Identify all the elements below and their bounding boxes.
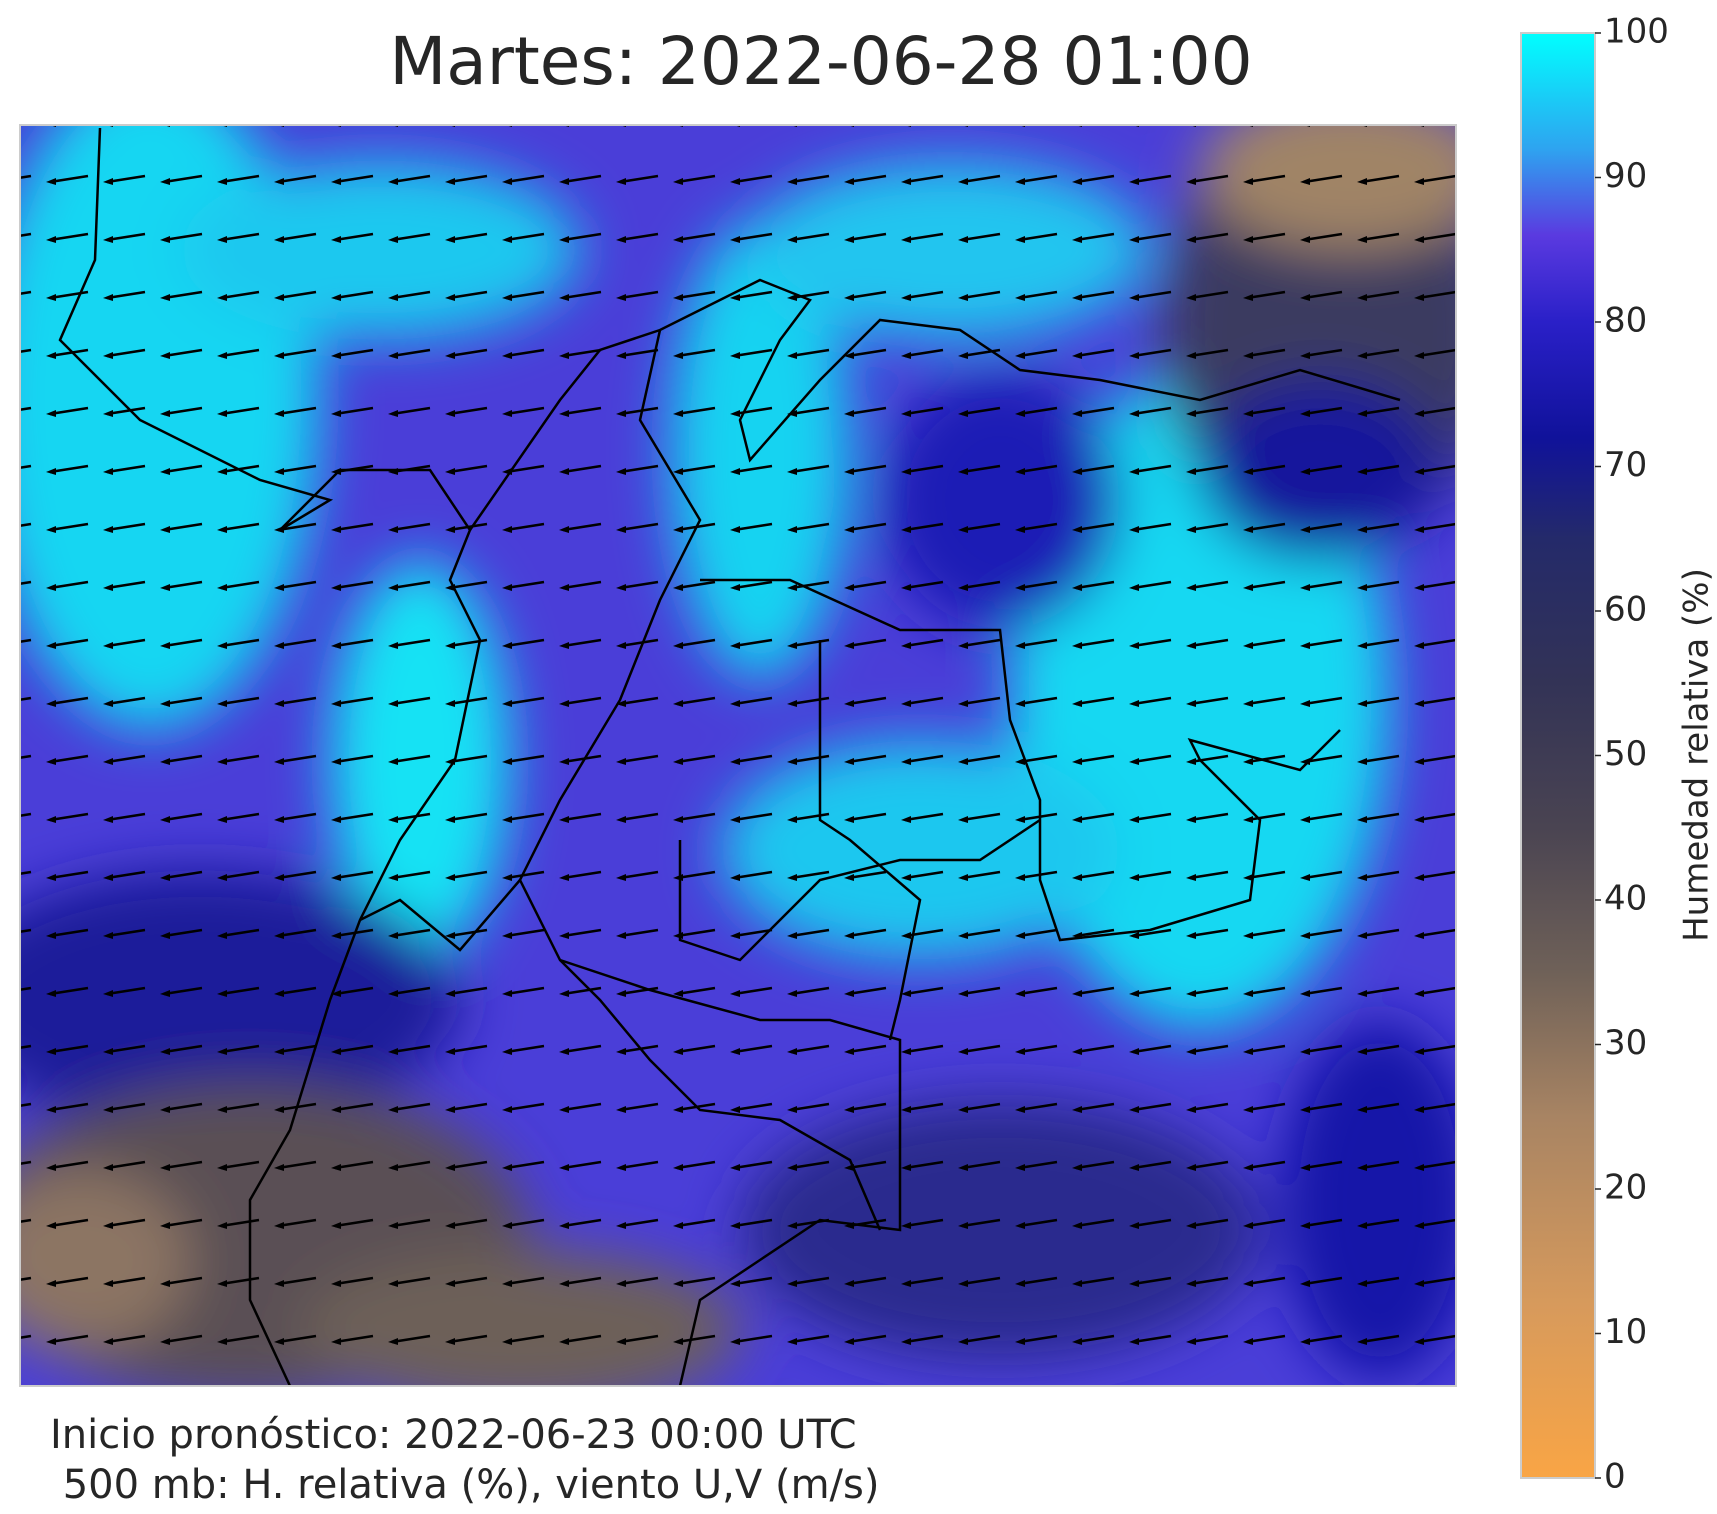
colorbar — [1520, 32, 1596, 1479]
colorbar-label: Humedad relativa (%) — [1677, 568, 1717, 942]
colorbar-tick-label: 70 — [1604, 445, 1647, 485]
colorbar-tick-label: 30 — [1604, 1023, 1647, 1063]
colorbar-tick-label: 100 — [1604, 12, 1669, 52]
map — [20, 125, 1456, 1386]
colorbar-tick-label: 20 — [1604, 1168, 1647, 1208]
title: Martes: 2022-06-28 01:00 — [389, 23, 1252, 100]
footer-line: Inicio pronóstico: 2022-06-23 00:00 UTC — [50, 1412, 857, 1458]
colorbar-tick-label: 50 — [1604, 734, 1647, 774]
colorbar-tick-label: 90 — [1604, 156, 1647, 196]
colorbar-tick-label: 80 — [1604, 301, 1647, 341]
colorbar-tick-label: 0 — [1604, 1457, 1626, 1497]
colorbar-tick-label: 40 — [1604, 879, 1647, 919]
map-frame — [19, 124, 1457, 1387]
colorbar-tick-label: 60 — [1604, 590, 1647, 630]
footer-line: 500 mb: H. relativa (%), viento U,V (m/s… — [50, 1462, 879, 1508]
colorbar-tick-label: 10 — [1604, 1312, 1647, 1352]
